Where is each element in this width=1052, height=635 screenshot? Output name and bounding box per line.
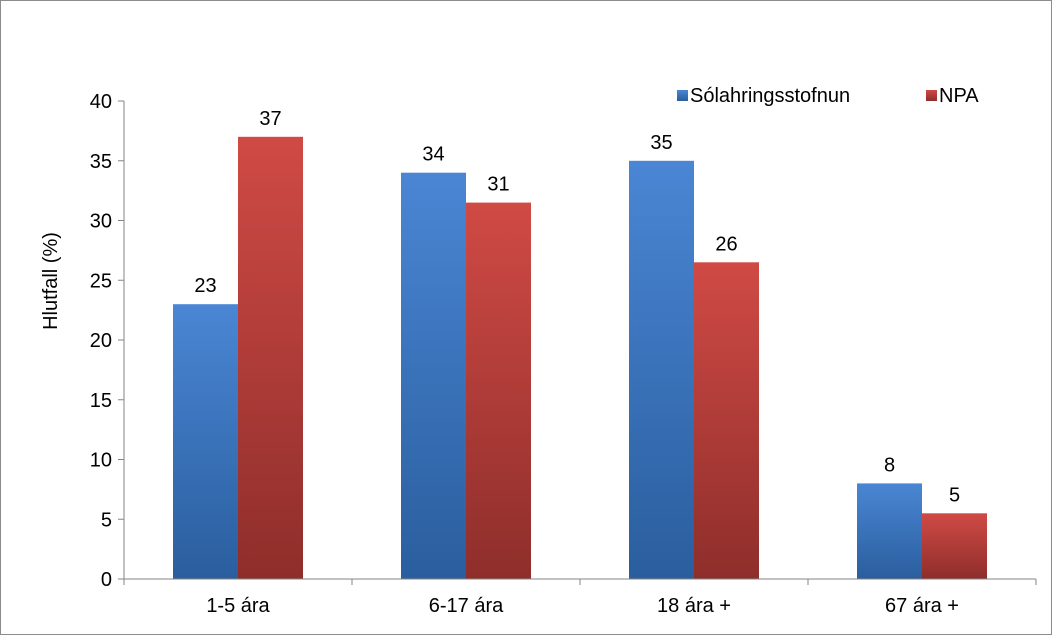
y-tick-label-5: 25 (90, 270, 112, 292)
bar-s0-c3 (857, 483, 922, 579)
data-label-s0-c3: 8 (884, 454, 895, 476)
bar-s1-c2 (694, 262, 759, 579)
legend-label-solahringsstofnun: Sólahringsstofnun (690, 85, 850, 107)
bar-s1-c1 (466, 202, 531, 579)
x-tick-label-1: 6-17 ára (429, 595, 504, 617)
y-tick-label-3: 15 (90, 390, 112, 412)
data-label-s0-c1: 34 (422, 144, 444, 166)
x-tick-label-2: 18 ára + (657, 595, 731, 617)
bar-s1-c3 (922, 513, 987, 579)
x-tick-label-0: 1-5 ára (206, 595, 270, 617)
bar-s0-c2 (629, 160, 694, 580)
data-label-s1-c2: 26 (715, 233, 737, 255)
x-tick-label-3: 67 ára + (885, 595, 959, 617)
y-tick-label-8: 40 (90, 91, 112, 113)
data-label-s0-c0: 23 (194, 275, 216, 297)
y-tick-label-2: 10 (90, 450, 112, 472)
legend-swatch-npa (926, 90, 937, 101)
bar-s0-c1 (401, 172, 466, 579)
data-label-s1-c1: 31 (487, 174, 509, 196)
bar-s1-c0 (238, 136, 303, 580)
bar-s0-c0 (173, 304, 238, 579)
y-tick-label-1: 5 (101, 509, 112, 531)
bars-layer (173, 136, 987, 580)
y-tick-label-6: 30 (90, 211, 112, 233)
y-tick-label-0: 0 (101, 569, 112, 591)
labels-layer: 23 37 34 31 35 26 8 5 (194, 108, 960, 506)
legend-label-npa: NPA (939, 85, 979, 107)
axes-layer: 0 5 10 15 20 25 30 35 40 1-5 ára 6-17 ára 18 ára + 6… (90, 91, 1037, 617)
legend-swatch-solahringsstofnun (677, 90, 688, 101)
data-label-s0-c2: 35 (650, 132, 672, 154)
y-tick-label-4: 20 (90, 330, 112, 352)
data-label-s1-c0: 37 (259, 108, 281, 130)
data-label-s1-c3: 5 (949, 484, 960, 506)
y-tick-label-7: 35 (90, 151, 112, 173)
legend: Sólahringsstofnun NPA (677, 85, 979, 107)
y-axis-title: Hlutfall (%) (40, 232, 62, 330)
